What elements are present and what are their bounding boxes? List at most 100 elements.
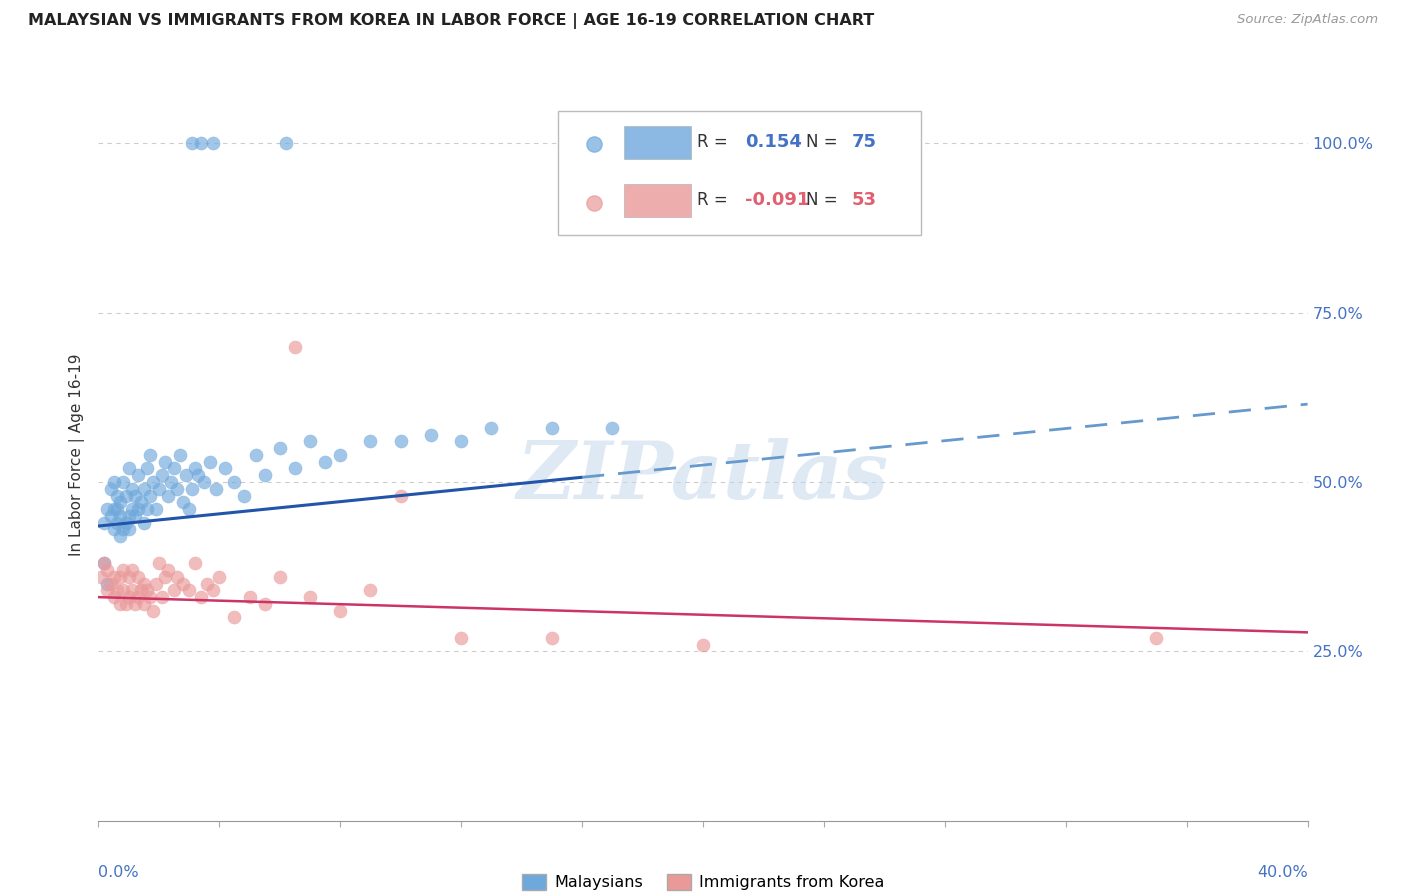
Point — [108, 495, 131, 509]
Point — [202, 583, 225, 598]
Point — [93, 516, 115, 530]
Point — [124, 508, 146, 523]
Point — [172, 576, 194, 591]
Text: Source: ZipAtlas.com: Source: ZipAtlas.com — [1237, 13, 1378, 27]
Point — [148, 482, 170, 496]
Point — [224, 610, 246, 624]
Point — [329, 604, 352, 618]
Point — [103, 475, 125, 489]
Point — [118, 461, 141, 475]
Point — [96, 563, 118, 577]
Point — [187, 468, 209, 483]
Text: R =: R = — [697, 133, 728, 151]
Point — [166, 570, 188, 584]
Point — [139, 590, 162, 604]
Point — [389, 489, 412, 503]
Point — [184, 556, 207, 570]
Point — [118, 508, 141, 523]
Point — [193, 475, 215, 489]
Point — [160, 475, 183, 489]
Point — [142, 475, 165, 489]
Point — [103, 523, 125, 537]
Point — [90, 570, 112, 584]
Point — [692, 638, 714, 652]
Point — [153, 570, 176, 584]
Point — [202, 136, 225, 151]
Point — [129, 495, 152, 509]
FancyBboxPatch shape — [558, 112, 921, 235]
Point — [153, 455, 176, 469]
Point — [284, 340, 307, 354]
Point — [118, 523, 141, 537]
Point — [103, 570, 125, 584]
Point — [96, 576, 118, 591]
Point — [239, 590, 262, 604]
Point — [299, 434, 322, 449]
Point — [145, 502, 167, 516]
Point — [114, 516, 136, 530]
Point — [150, 468, 173, 483]
Point — [108, 508, 131, 523]
Point — [190, 590, 212, 604]
Point — [111, 583, 134, 598]
Point — [224, 475, 246, 489]
Legend: Malaysians, Immigrants from Korea: Malaysians, Immigrants from Korea — [516, 867, 890, 892]
Point — [181, 482, 204, 496]
Point — [105, 502, 128, 516]
Text: 75: 75 — [852, 133, 877, 151]
Point — [1144, 631, 1167, 645]
Point — [148, 556, 170, 570]
Text: MALAYSIAN VS IMMIGRANTS FROM KOREA IN LABOR FORCE | AGE 16-19 CORRELATION CHART: MALAYSIAN VS IMMIGRANTS FROM KOREA IN LA… — [28, 13, 875, 29]
Point — [274, 136, 297, 151]
Point — [103, 502, 125, 516]
Point — [181, 136, 204, 151]
Point — [205, 482, 228, 496]
Point — [118, 570, 141, 584]
Point — [111, 563, 134, 577]
Point — [177, 583, 201, 598]
Point — [314, 455, 336, 469]
Point — [163, 583, 186, 598]
Point — [156, 563, 179, 577]
Point — [253, 597, 276, 611]
Point — [111, 523, 134, 537]
Point — [169, 448, 191, 462]
Bar — [624, 126, 690, 159]
Point — [389, 434, 412, 449]
Point — [139, 448, 162, 462]
Point — [135, 502, 157, 516]
Point — [602, 421, 624, 435]
Point — [121, 583, 143, 598]
Point — [96, 583, 118, 598]
Point — [124, 597, 146, 611]
Point — [132, 597, 155, 611]
Text: N =: N = — [806, 192, 838, 210]
Point — [124, 489, 146, 503]
Point — [145, 576, 167, 591]
Point — [419, 427, 441, 442]
Point — [481, 421, 503, 435]
Point — [127, 570, 149, 584]
Text: -0.091: -0.091 — [745, 192, 810, 210]
Point — [100, 508, 122, 523]
Point — [121, 502, 143, 516]
Point — [208, 570, 231, 584]
Text: 0.0%: 0.0% — [98, 864, 139, 880]
Point — [121, 482, 143, 496]
Point — [540, 631, 562, 645]
Point — [200, 455, 222, 469]
Point — [108, 597, 131, 611]
Point — [114, 489, 136, 503]
Point — [96, 502, 118, 516]
Point — [540, 421, 562, 435]
Point — [93, 556, 115, 570]
Point — [329, 448, 352, 462]
Point — [450, 631, 472, 645]
Text: 0.154: 0.154 — [745, 133, 803, 151]
Text: 53: 53 — [852, 192, 877, 210]
Point — [132, 516, 155, 530]
Point — [142, 604, 165, 618]
Point — [172, 495, 194, 509]
Point — [245, 448, 267, 462]
Point — [156, 489, 179, 503]
